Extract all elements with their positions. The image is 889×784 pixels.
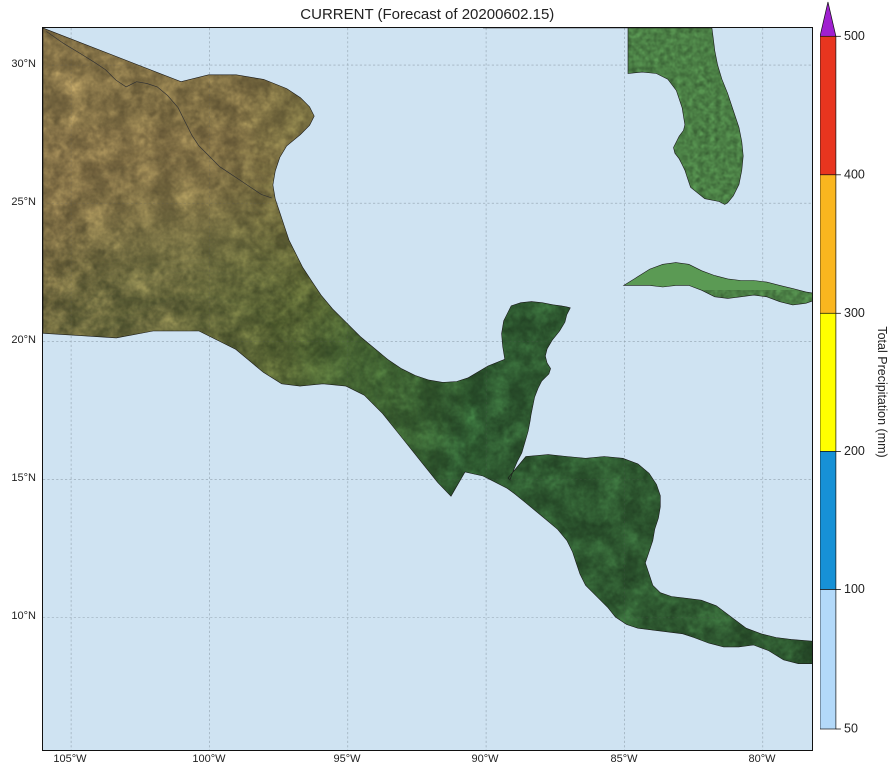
- svg-text:50: 50: [844, 722, 858, 736]
- svg-text:400: 400: [844, 168, 865, 182]
- svg-text:300: 300: [844, 306, 865, 320]
- svg-text:500: 500: [844, 29, 865, 43]
- svg-text:Total Precipitation (mm): Total Precipitation (mm): [875, 326, 889, 457]
- svg-text:100: 100: [844, 582, 865, 596]
- svg-text:200: 200: [844, 444, 865, 458]
